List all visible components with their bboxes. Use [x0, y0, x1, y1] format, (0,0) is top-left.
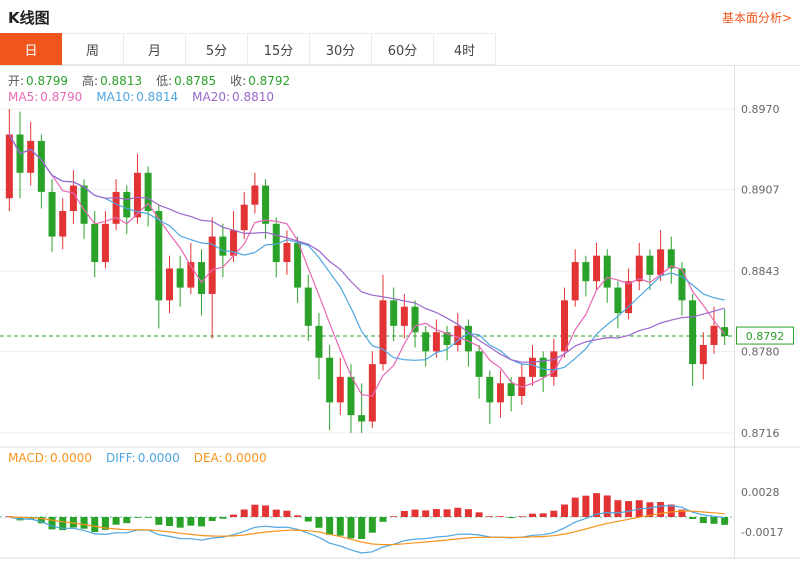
- svg-text:0.0028: 0.0028: [741, 486, 780, 499]
- kline-chart: 开: 0.8799 高: 0.8813 低: 0.8785 收: 0.8792 MA5: 0.8…: [0, 66, 800, 559]
- svg-text:0.8970: 0.8970: [741, 103, 780, 116]
- tab-周[interactable]: 周: [62, 33, 124, 65]
- page-title: K线图: [8, 9, 50, 27]
- tab-日[interactable]: 日: [0, 33, 62, 65]
- svg-text:0.8907: 0.8907: [741, 183, 780, 196]
- fundamental-analysis-link[interactable]: 基本面分析>: [721, 11, 792, 25]
- tab-60分[interactable]: 60分: [372, 33, 434, 65]
- tab-4时[interactable]: 4时: [434, 33, 496, 65]
- current-price-label: 0.8792: [746, 330, 785, 343]
- chart-canvas: 0.8970 0.8907 0.8843 0.8780 0.8716 0.8792 0.00…: [0, 66, 800, 559]
- page-header: K线图 基本面分析>: [0, 0, 800, 33]
- tab-30分[interactable]: 30分: [310, 33, 372, 65]
- interval-tabs: 日周月 5分 15分 30分 60分 4时: [0, 33, 800, 66]
- svg-text:0.8780: 0.8780: [741, 345, 780, 358]
- tab-月[interactable]: 月: [124, 33, 186, 65]
- svg-text:-0.0017: -0.0017: [741, 526, 783, 539]
- svg-text:0.8716: 0.8716: [741, 427, 780, 440]
- svg-text:0.8843: 0.8843: [741, 265, 780, 278]
- tab-15分[interactable]: 15分: [248, 33, 310, 65]
- tab-5分[interactable]: 5分: [186, 33, 248, 65]
